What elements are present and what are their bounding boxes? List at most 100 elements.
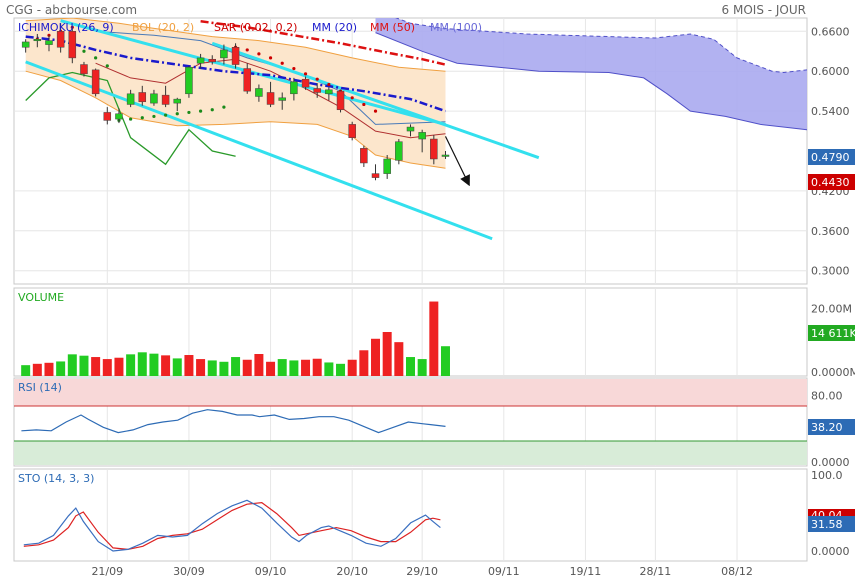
volume-bar (44, 362, 54, 376)
candle-body (360, 148, 368, 164)
sar-dot (373, 109, 378, 113)
rsi-tick-label: 0.0000 (811, 456, 850, 469)
volume-bar (359, 350, 369, 376)
trend-line (211, 41, 540, 160)
indicator-label: ICHIMOKU (26, 9) (18, 21, 114, 34)
sar-dot (175, 112, 179, 116)
volume-bar (21, 365, 31, 376)
candle-body (91, 69, 100, 95)
candle-body (371, 173, 380, 178)
volume-bar (301, 359, 311, 376)
tenkan-line (95, 58, 446, 139)
sar-dot (327, 82, 331, 87)
candle-body (208, 58, 216, 63)
volume-bar (91, 357, 101, 376)
sto-tick-label: 0.0000 (811, 545, 850, 558)
x-tick-label: 29/10 (406, 565, 438, 578)
rsi-tag-label: 38.20 (811, 421, 843, 434)
candle-body (325, 89, 333, 95)
candle-body (173, 98, 182, 104)
indicator-label: MM (100) (430, 21, 482, 34)
sar-dot (198, 109, 203, 113)
candle-body (126, 93, 135, 105)
volume-bar (336, 363, 346, 376)
rsi-tick-label: 80.00 (811, 390, 843, 403)
price-tick-label: 0.6600 (811, 25, 850, 38)
price-tick-label: 0.3600 (811, 225, 850, 238)
price-tick-label: 0.6000 (811, 65, 850, 78)
volume-bar (371, 338, 381, 376)
volume-bar (207, 360, 217, 376)
rsi-overbought-zone (14, 379, 807, 406)
x-tick-label: 20/10 (336, 565, 368, 578)
volume-bar (32, 363, 42, 376)
candle-body (418, 132, 426, 140)
candle-body (266, 92, 275, 105)
candle-body (430, 138, 438, 160)
x-tick-label: 09/11 (488, 565, 520, 578)
indicator-label: MM (50) (370, 21, 415, 34)
sto-k-tag-label: 31.58 (811, 518, 843, 531)
volume-bar (67, 354, 77, 376)
candle-body (68, 31, 77, 59)
volume-bar (114, 357, 124, 376)
sar-dot (362, 102, 366, 107)
ichimoku-cloud (375, 18, 807, 130)
volume-bar (184, 355, 194, 376)
indicator-label: BOL (20, 2) (132, 21, 194, 34)
indicator-label: SAR (0.02, 0.2) (214, 21, 297, 34)
volume-plot (21, 301, 450, 376)
x-tick-label: 19/11 (570, 565, 602, 578)
volume-tag (808, 325, 855, 341)
candle-body (243, 68, 251, 92)
volume-bar (231, 357, 241, 376)
chikou-line (25, 71, 236, 166)
candle-body (80, 64, 88, 75)
ichimoku-cloud-top (395, 18, 807, 74)
rsi-oversold-zone (14, 441, 807, 465)
chart-period: 6 MOIS - JOUR (722, 3, 806, 17)
ichimoku-cloud-bottom (375, 32, 807, 131)
volume-bar (254, 354, 264, 376)
volume-bar (242, 359, 252, 376)
forecast-arrow (444, 136, 470, 187)
candle-body (220, 49, 228, 59)
candle-body (231, 47, 240, 65)
sar-dot (245, 48, 249, 52)
x-tick-label: 21/09 (91, 565, 123, 578)
volume-bar (417, 359, 427, 376)
panel-labels: ICHIMOKU (26, 9) BOL (20, 2) SAR (0.02, 0.… (18, 21, 482, 485)
volume-bar (406, 357, 415, 376)
price-tag-label: 0.4790 (811, 151, 850, 164)
volume-bar (161, 355, 171, 376)
sto-title: STO (14, 3, 3) (18, 472, 94, 485)
sar-dot (222, 105, 226, 109)
sar-dot (280, 61, 284, 65)
candle-body (395, 141, 403, 161)
trend-line (25, 60, 493, 241)
candle-body (278, 97, 286, 101)
volume-bar (196, 359, 206, 376)
volume-bar (429, 301, 439, 376)
sto-k-line (23, 499, 441, 552)
candle-body (290, 81, 298, 95)
rsi-title: RSI (14) (18, 381, 62, 394)
price-tick-label: 0.5400 (811, 105, 850, 118)
volume-bar (172, 358, 182, 376)
close-tag-label: 0.4430 (811, 176, 850, 189)
mm50-line (200, 20, 446, 66)
sar-dot (210, 108, 214, 112)
sar-dot (105, 64, 109, 68)
axes: 0.66000.60000.54000.42000.36000.30000.47… (91, 25, 855, 578)
sar-dot (164, 113, 168, 117)
candle-body (255, 88, 263, 97)
volume-bar (312, 358, 322, 376)
candle-body (150, 93, 158, 104)
volume-bar (394, 342, 404, 376)
sar-dot (94, 56, 98, 60)
mm20-line (25, 35, 446, 113)
sar-dot (292, 66, 296, 71)
candle-body (185, 66, 193, 95)
candle-body (103, 112, 112, 121)
